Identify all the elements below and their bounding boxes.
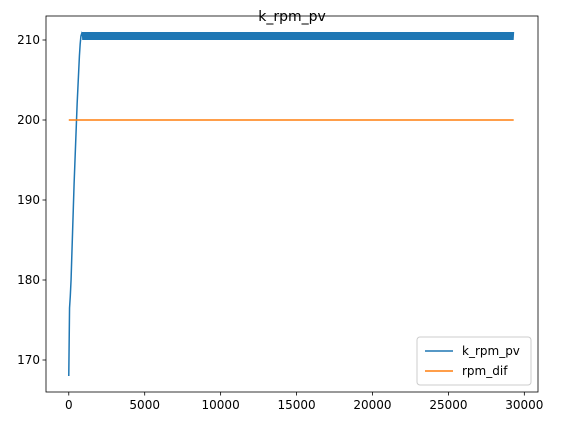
y-tick-label: 200 bbox=[17, 113, 40, 127]
x-tick-label: 25000 bbox=[429, 398, 467, 412]
legend: k_rpm_pv rpm_dif bbox=[416, 336, 532, 386]
y-tick-label: 190 bbox=[17, 193, 40, 207]
axes-frame bbox=[45, 15, 539, 393]
x-tick-label: 20000 bbox=[353, 398, 391, 412]
plot-area bbox=[68, 31, 515, 377]
x-tick-label: 30000 bbox=[505, 398, 543, 412]
x-tick-label: 15000 bbox=[277, 398, 315, 412]
y-tick-label: 210 bbox=[17, 33, 40, 47]
legend-label: k_rpm_pv bbox=[462, 344, 520, 358]
x-tick-label: 5000 bbox=[129, 398, 160, 412]
legend-label: rpm_dif bbox=[462, 364, 508, 378]
chart-title: k_rpm_pv bbox=[258, 9, 326, 25]
x-axis: 0 5000 10000 15000 20000 25000 30000 bbox=[65, 392, 543, 412]
y-axis: 170 180 190 200 210 bbox=[17, 33, 46, 367]
y-tick-label: 180 bbox=[17, 273, 40, 287]
x-tick-label: 0 bbox=[65, 398, 73, 412]
x-tick-label: 10000 bbox=[202, 398, 240, 412]
legend-box bbox=[416, 336, 532, 386]
series-line-k_rpm_pv bbox=[68, 31, 515, 377]
y-tick-label: 170 bbox=[17, 353, 40, 367]
